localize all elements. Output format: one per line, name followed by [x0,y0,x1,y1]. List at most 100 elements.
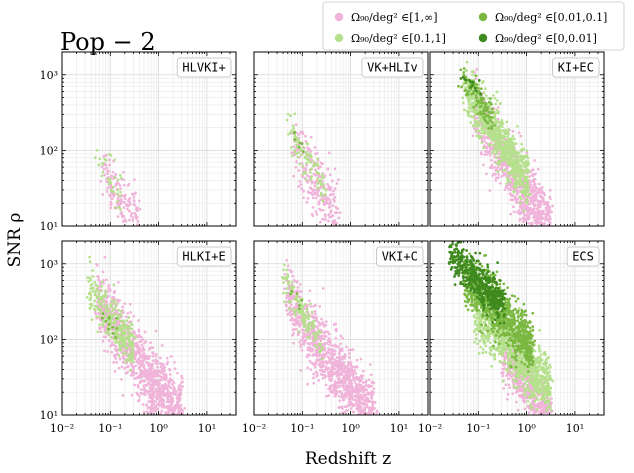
data-point [346,384,350,387]
data-point [336,360,340,363]
data-point [311,164,315,168]
data-point [107,182,111,186]
data-point [300,153,303,157]
data-point [505,184,508,188]
data-point [472,105,476,109]
data-point [345,345,348,349]
y-tick-label: 10² [40,333,58,346]
data-point [98,323,101,327]
data-point [114,184,118,187]
data-point [126,204,130,208]
data-point [296,155,300,159]
data-point [139,391,143,395]
data-point [107,323,111,326]
data-point [150,402,154,406]
data-point [517,180,520,184]
data-point [88,260,92,264]
data-point [536,217,539,221]
data-point [330,369,334,373]
data-point [116,203,120,207]
data-point [136,220,140,223]
data-point [361,387,364,390]
data-point [343,375,347,379]
data-point [530,222,534,225]
data-point [179,404,183,407]
data-point [490,115,494,119]
data-point [99,308,103,312]
data-point [104,154,107,157]
data-point [315,349,318,352]
data-point [523,206,527,210]
data-point [101,280,104,284]
data-point [108,332,111,336]
data-point [180,374,183,378]
data-point [88,307,92,310]
data-point [96,330,100,334]
data-point [154,358,158,362]
data-point [512,198,515,201]
data-point [327,394,331,397]
data-point [93,310,97,314]
data-point [487,110,491,114]
data-point [123,367,127,370]
data-point [531,202,535,206]
data-point [97,290,101,294]
data-point [547,217,551,221]
data-point [364,393,368,396]
data-point [128,197,132,200]
data-point [104,295,107,299]
data-point [327,374,330,378]
data-point [483,121,487,125]
data-point [336,362,340,365]
panel-label: KI+EC [558,61,594,75]
data-point [464,93,468,97]
data-point [122,178,125,182]
legend: Ω₉₀/deg² ∈[1,∞] Ω₉₀/deg² ∈[0.01,0.1]Ω₉₀/d… [322,1,625,51]
data-point [142,380,146,383]
data-point [123,358,126,362]
data-point [482,115,485,119]
data-point [494,128,497,131]
data-point [99,180,103,183]
data-point [293,112,297,116]
data-point [160,378,163,382]
data-point [367,378,371,382]
data-point [474,120,478,124]
data-point [371,401,374,404]
data-point [306,354,310,358]
data-point [119,202,123,206]
data-point [290,307,294,311]
data-point [332,220,336,223]
data-point [311,348,315,351]
data-point [329,186,333,190]
data-point [101,294,105,298]
data-point [327,372,330,375]
data-point [321,373,325,377]
data-point [309,161,313,164]
data-point [510,194,513,197]
data-point [107,309,111,313]
data-point [484,105,487,109]
data-point [322,186,326,190]
data-point [531,188,535,192]
data-point [324,353,327,357]
data-point [140,371,144,375]
data-point [309,135,313,139]
data-point [340,358,344,361]
data-point [180,377,184,380]
data-point [115,326,119,330]
data-point [479,110,482,114]
data-point [323,360,327,364]
data-point [363,400,367,404]
data-point [532,196,536,200]
data-point [485,172,488,176]
data-point [97,278,101,281]
data-point [297,301,300,304]
data-point [371,403,375,407]
data-point [469,121,473,124]
data-point [121,361,125,364]
data-point [134,364,138,368]
data-point [293,323,296,327]
data-point [493,165,497,169]
data-point [130,323,134,327]
